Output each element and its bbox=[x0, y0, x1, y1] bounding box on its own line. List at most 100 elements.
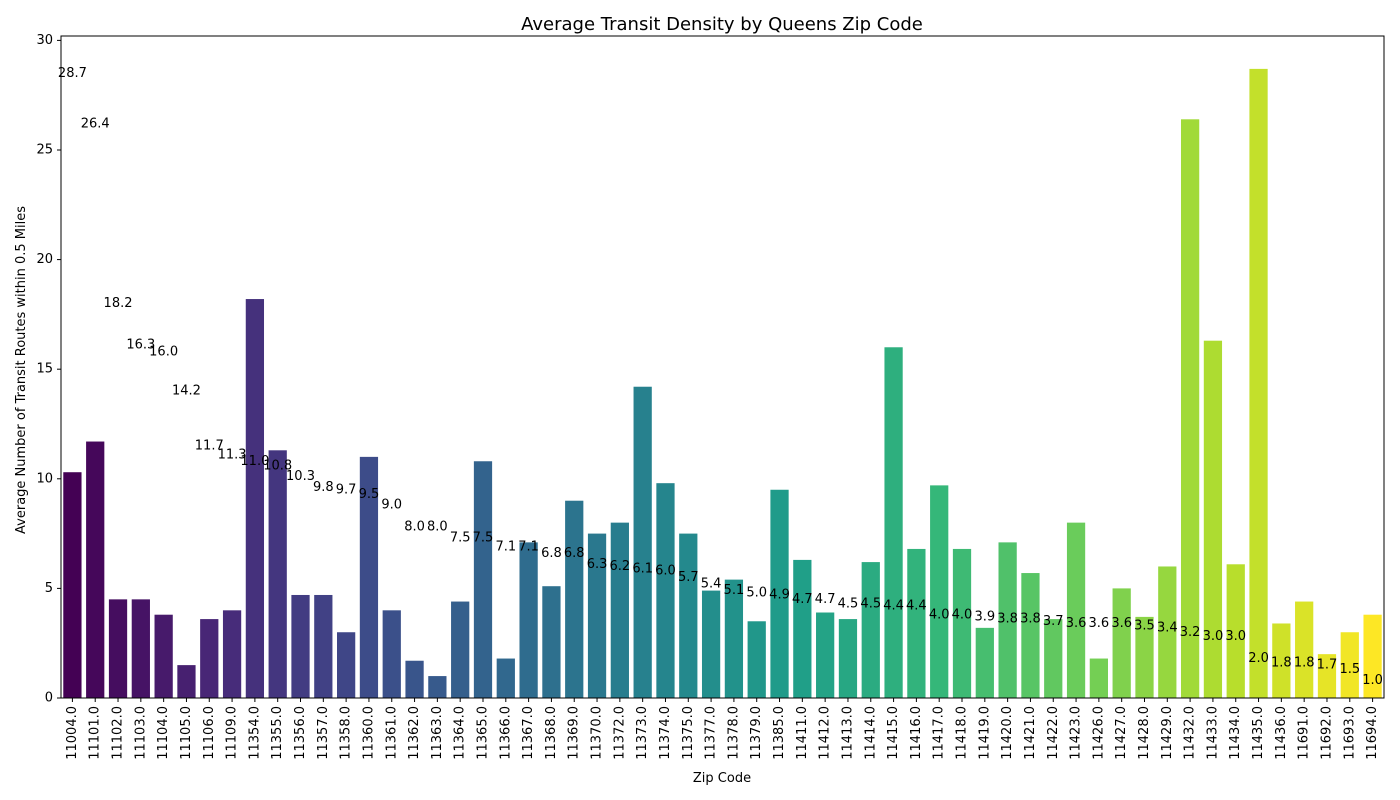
bar bbox=[1089, 658, 1108, 698]
x-tick-label: 11415.0 bbox=[886, 706, 901, 760]
bar-value-label: 3.7 bbox=[1043, 614, 1064, 629]
bar bbox=[907, 548, 926, 698]
x-tick-label: 11354.0 bbox=[247, 706, 262, 760]
value-labels-group: 28.7 26.4 18.2 16.316.0 14.2 11.711.311.010.8… bbox=[58, 66, 1383, 688]
bar bbox=[222, 610, 242, 698]
bar bbox=[337, 632, 356, 698]
bar bbox=[542, 586, 561, 698]
bar bbox=[86, 441, 105, 698]
bar bbox=[154, 614, 173, 698]
bar-value-label: 3.5 bbox=[1134, 618, 1155, 633]
bar bbox=[1203, 340, 1223, 698]
x-tick-label: 11414.0 bbox=[863, 706, 878, 760]
x-tick-label: 11434.0 bbox=[1228, 706, 1243, 760]
x-tick-label: 11411.0 bbox=[795, 706, 810, 760]
bar-value-label: 6.3 bbox=[587, 557, 608, 572]
x-axis: 11004.0 11101.0 11102.0 11103.0 11104.0 11105… bbox=[65, 698, 1380, 760]
bar-value-label: 1.8 bbox=[1271, 656, 1292, 671]
x-tick-label: 11368.0 bbox=[544, 706, 559, 760]
x-tick-label: 11429.0 bbox=[1160, 706, 1175, 760]
bar-value-label: 4.4 bbox=[883, 599, 904, 614]
x-tick-label: 11378.0 bbox=[726, 706, 741, 760]
bar-value-label: 3.0 bbox=[1225, 629, 1246, 644]
bar-value-label: 6.1 bbox=[632, 561, 653, 576]
x-tick-label: 11004.0 bbox=[65, 706, 80, 760]
bar bbox=[747, 621, 766, 698]
y-tick-label: 30 bbox=[36, 33, 53, 48]
y-tick-label: 0 bbox=[45, 691, 53, 706]
x-tick-label: 11373.0 bbox=[635, 706, 650, 760]
x-tick-label: 11422.0 bbox=[1046, 706, 1061, 760]
bar-value-label: 6.8 bbox=[564, 546, 585, 561]
bar bbox=[359, 456, 379, 698]
bar-value-label: 11.3 bbox=[218, 447, 247, 462]
plot-frame bbox=[60, 35, 1385, 699]
bar bbox=[930, 485, 949, 698]
x-tick-label: 11357.0 bbox=[316, 706, 331, 760]
bar bbox=[1180, 119, 1200, 698]
bar bbox=[291, 594, 310, 698]
x-tick-label: 11419.0 bbox=[977, 706, 992, 760]
bar bbox=[496, 658, 515, 698]
y-axis: 0 5 10 15 20 25 30 bbox=[36, 33, 61, 706]
x-tick-label: 11692.0 bbox=[1319, 706, 1334, 760]
bar-value-label: 9.0 bbox=[381, 498, 402, 513]
bar-value-label: 11.0 bbox=[240, 454, 269, 469]
x-tick-label: 11435.0 bbox=[1251, 706, 1266, 760]
bar-value-label: 3.0 bbox=[1203, 629, 1224, 644]
x-tick-label: 11369.0 bbox=[567, 706, 582, 760]
bar-value-label: 3.8 bbox=[997, 612, 1018, 627]
x-tick-label: 11365.0 bbox=[475, 706, 490, 760]
x-tick-label: 11362.0 bbox=[407, 706, 422, 760]
bar-value-label: 3.6 bbox=[1089, 616, 1110, 631]
bar-value-label: 7.5 bbox=[473, 531, 494, 546]
chart-title: Average Transit Density by Queens Zip Co… bbox=[521, 14, 923, 35]
y-axis-label: Average Number of Transit Routes within … bbox=[14, 206, 29, 534]
x-tick-label: 11433.0 bbox=[1205, 706, 1220, 760]
x-tick-label: 11367.0 bbox=[521, 706, 536, 760]
bar bbox=[656, 483, 675, 698]
bar bbox=[131, 599, 150, 698]
y-tick-label: 20 bbox=[36, 252, 53, 267]
x-tick-label: 11428.0 bbox=[1137, 706, 1152, 760]
x-tick-label: 11418.0 bbox=[955, 706, 970, 760]
bar-value-label: 9.7 bbox=[336, 482, 357, 497]
bar bbox=[473, 461, 493, 698]
bar-value-label: 1.0 bbox=[1362, 673, 1383, 688]
bar-value-label: 3.2 bbox=[1180, 625, 1201, 640]
x-tick-label: 11377.0 bbox=[704, 706, 719, 760]
x-tick-label: 11691.0 bbox=[1297, 706, 1312, 760]
x-tick-label: 11413.0 bbox=[840, 706, 855, 760]
bar bbox=[1021, 573, 1040, 698]
x-tick-label: 11375.0 bbox=[681, 706, 696, 760]
bar-value-label: 7.1 bbox=[518, 539, 539, 554]
bar bbox=[1317, 654, 1337, 698]
bar-value-label: 6.8 bbox=[541, 546, 562, 561]
y-tick-label: 25 bbox=[36, 142, 53, 157]
bar bbox=[610, 522, 629, 698]
x-tick-label: 11105.0 bbox=[179, 706, 194, 760]
bar-value-label: 9.8 bbox=[313, 480, 334, 495]
bar bbox=[701, 590, 721, 698]
bar bbox=[1158, 566, 1177, 698]
bar-value-label: 4.9 bbox=[769, 588, 790, 603]
x-tick-label: 11420.0 bbox=[1000, 706, 1015, 760]
bar-value-label: 6.0 bbox=[655, 563, 676, 578]
x-tick-label: 11432.0 bbox=[1183, 706, 1198, 760]
x-tick-label: 11104.0 bbox=[156, 706, 171, 760]
x-tick-label: 11423.0 bbox=[1069, 706, 1084, 760]
bar-value-label: 11.7 bbox=[195, 439, 224, 454]
x-tick-label: 11101.0 bbox=[88, 706, 103, 760]
bar bbox=[724, 579, 744, 698]
bar bbox=[587, 533, 607, 698]
bar bbox=[1363, 614, 1382, 698]
bar-value-label: 6.2 bbox=[610, 559, 631, 574]
bar bbox=[245, 299, 265, 698]
bar-value-label: 1.7 bbox=[1317, 658, 1338, 673]
bar-value-label: 5.4 bbox=[701, 577, 722, 592]
x-tick-label: 11372.0 bbox=[612, 706, 627, 760]
x-tick-label: 11379.0 bbox=[749, 706, 764, 760]
x-tick-label: 11426.0 bbox=[1091, 706, 1106, 760]
bar-value-label: 4.5 bbox=[860, 596, 881, 611]
bars-group bbox=[63, 68, 1382, 698]
